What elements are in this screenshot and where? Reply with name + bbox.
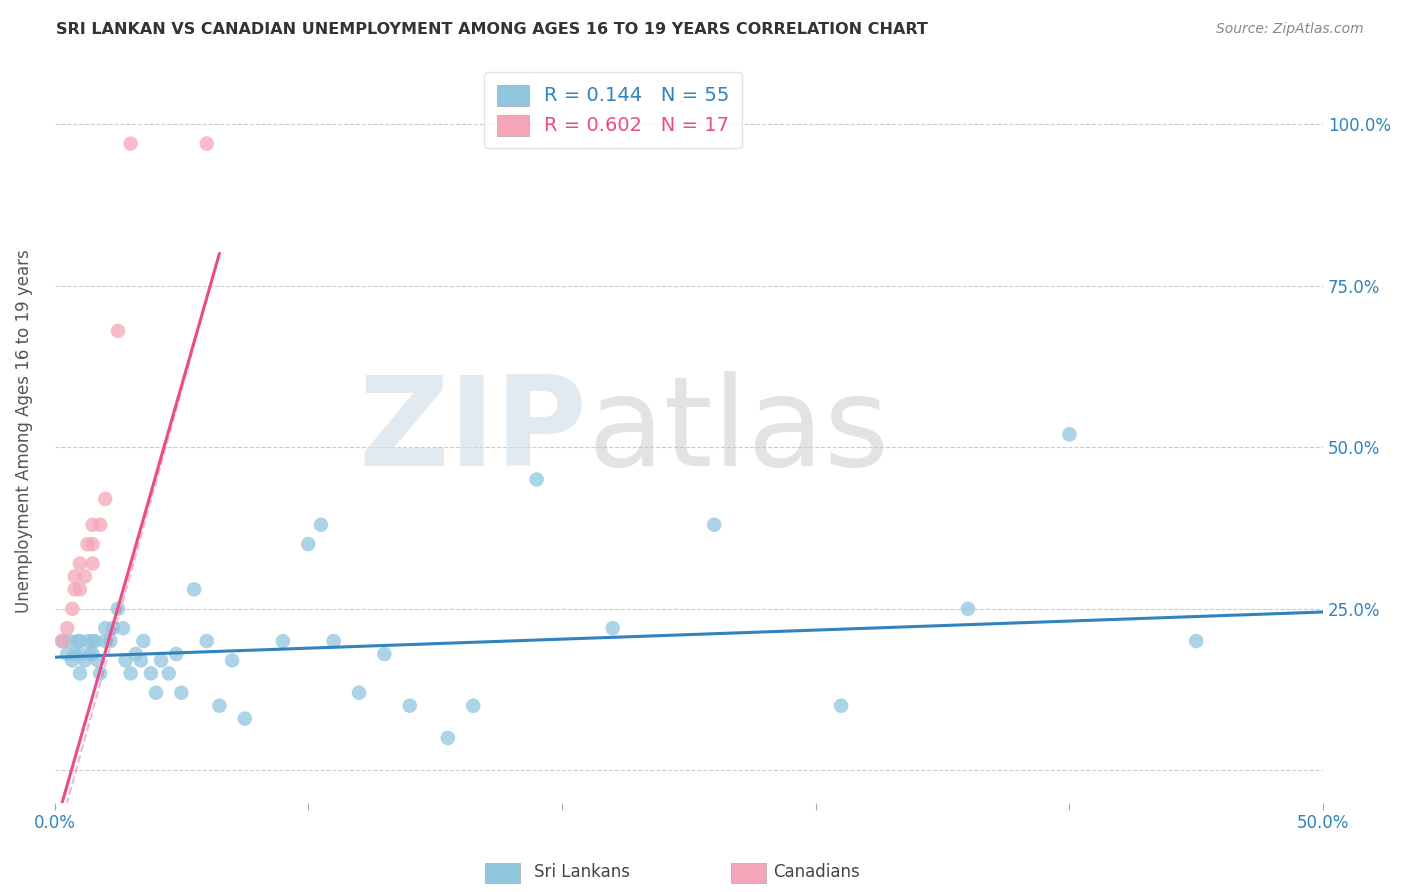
Point <box>183 582 205 597</box>
Point <box>84 634 107 648</box>
Point <box>76 537 98 551</box>
Point <box>66 634 89 648</box>
Point <box>63 647 86 661</box>
Point <box>79 647 101 661</box>
Point <box>1059 427 1081 442</box>
Point <box>132 634 155 648</box>
Point <box>73 653 96 667</box>
Point <box>56 647 79 661</box>
Point <box>703 517 725 532</box>
Point <box>165 647 187 661</box>
Point <box>107 601 129 615</box>
Point <box>112 621 135 635</box>
Point <box>233 712 256 726</box>
Point <box>195 634 218 648</box>
Point <box>76 634 98 648</box>
Point <box>114 653 136 667</box>
Point <box>602 621 624 635</box>
Point <box>195 136 218 151</box>
Text: atlas: atlas <box>588 370 890 491</box>
Point <box>63 569 86 583</box>
Point <box>208 698 231 713</box>
Point <box>94 491 117 506</box>
Point <box>94 634 117 648</box>
Point <box>69 666 91 681</box>
Point <box>51 634 73 648</box>
Point <box>125 647 148 661</box>
Point <box>107 324 129 338</box>
Point <box>436 731 458 745</box>
Point <box>463 698 485 713</box>
Point <box>59 634 82 648</box>
Point <box>56 621 79 635</box>
Point <box>89 666 111 681</box>
Point <box>82 517 104 532</box>
Point <box>145 686 167 700</box>
Text: Source: ZipAtlas.com: Source: ZipAtlas.com <box>1216 22 1364 37</box>
Point <box>309 517 332 532</box>
Point <box>82 634 104 648</box>
Point <box>271 634 294 648</box>
Point <box>86 653 108 667</box>
Point <box>170 686 193 700</box>
Point <box>82 557 104 571</box>
Text: ZIP: ZIP <box>359 370 588 491</box>
Point <box>139 666 162 681</box>
Point <box>526 473 548 487</box>
Point <box>73 569 96 583</box>
Point <box>120 666 142 681</box>
Point <box>157 666 180 681</box>
Point <box>94 621 117 635</box>
Point <box>60 653 83 667</box>
Point <box>221 653 243 667</box>
Point <box>150 653 173 667</box>
Point <box>129 653 152 667</box>
Point <box>98 634 121 648</box>
Point <box>69 634 91 648</box>
Point <box>89 517 111 532</box>
Point <box>69 647 91 661</box>
Point <box>101 621 124 635</box>
Point <box>956 601 979 615</box>
Point <box>347 686 370 700</box>
Point <box>63 582 86 597</box>
Point <box>830 698 852 713</box>
Point <box>120 136 142 151</box>
Point <box>69 557 91 571</box>
Legend: R = 0.144   N = 55, R = 0.602   N = 17: R = 0.144 N = 55, R = 0.602 N = 17 <box>484 72 741 148</box>
Point <box>398 698 420 713</box>
Point <box>373 647 395 661</box>
Point <box>322 634 344 648</box>
Point <box>297 537 319 551</box>
Point <box>51 634 73 648</box>
Text: Canadians: Canadians <box>773 863 860 881</box>
Y-axis label: Unemployment Among Ages 16 to 19 years: Unemployment Among Ages 16 to 19 years <box>15 249 32 613</box>
Point <box>1185 634 1208 648</box>
Point <box>82 537 104 551</box>
Text: SRI LANKAN VS CANADIAN UNEMPLOYMENT AMONG AGES 16 TO 19 YEARS CORRELATION CHART: SRI LANKAN VS CANADIAN UNEMPLOYMENT AMON… <box>56 22 928 37</box>
Text: Sri Lankans: Sri Lankans <box>534 863 630 881</box>
Point <box>60 601 83 615</box>
Point <box>69 582 91 597</box>
Point <box>82 647 104 661</box>
